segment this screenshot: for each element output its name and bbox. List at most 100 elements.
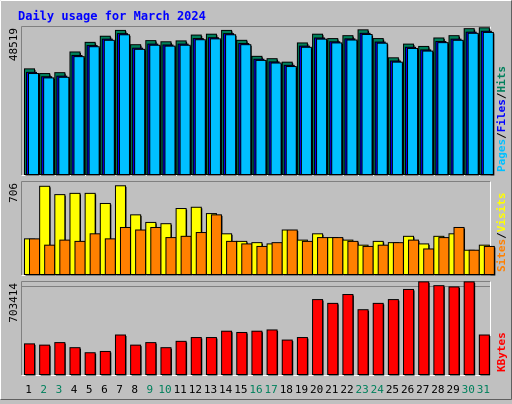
legend-sites: Sites bbox=[495, 239, 508, 272]
visits-sites-max-label: 706 bbox=[7, 183, 20, 203]
bar-kbytes-day-10 bbox=[160, 347, 172, 376]
bar-pages-day-12 bbox=[194, 39, 207, 176]
x-tick-label: 1 bbox=[25, 383, 32, 396]
bar-kbytes-day-12 bbox=[190, 337, 203, 376]
bar-sites-day-1 bbox=[29, 238, 41, 276]
legend-visits: Visits bbox=[495, 193, 508, 233]
bar-pages-day-20 bbox=[316, 38, 328, 176]
hits-files-pages-axis-legend: Pages/Files/Hits bbox=[495, 66, 508, 172]
kbytes-max-label: 703414 bbox=[7, 283, 20, 323]
bar-kbytes-day-6 bbox=[99, 350, 112, 376]
bar-pages-day-31 bbox=[482, 31, 495, 176]
bar-pages-day-19 bbox=[300, 46, 313, 176]
x-tick-label: 27 bbox=[416, 383, 429, 396]
x-tick-label: 5 bbox=[86, 383, 93, 396]
bar-sites-day-18 bbox=[286, 229, 299, 276]
bar-pages-day-8 bbox=[134, 48, 146, 176]
bar-kbytes-day-25 bbox=[387, 299, 400, 376]
bar-pages-day-24 bbox=[376, 42, 389, 176]
bar-kbytes-day-26 bbox=[403, 288, 415, 376]
bar-sites-day-11 bbox=[180, 235, 193, 276]
bar-pages-day-25 bbox=[391, 61, 404, 176]
bar-pages-day-21 bbox=[331, 42, 343, 176]
bar-kbytes-day-23 bbox=[357, 309, 370, 376]
bar-pages-day-2 bbox=[43, 77, 55, 176]
y-axis-max-labels: 48519 706 703414 bbox=[7, 28, 20, 323]
bar-kbytes-day-17 bbox=[266, 329, 279, 376]
bar-pages-day-13 bbox=[209, 38, 222, 176]
bar-sites-day-7 bbox=[119, 226, 132, 276]
bar-kbytes-day-28 bbox=[433, 285, 445, 376]
bar-kbytes-day-18 bbox=[281, 339, 294, 376]
bar-sites-day-5 bbox=[89, 233, 102, 276]
x-tick-label: 13 bbox=[204, 383, 217, 396]
bar-kbytes-day-22 bbox=[342, 294, 354, 376]
bar-sites-day-25 bbox=[392, 242, 405, 276]
bar-kbytes-day-2 bbox=[39, 344, 51, 376]
x-tick-label: 20 bbox=[310, 383, 323, 396]
x-tick-label: 26 bbox=[401, 383, 414, 396]
x-tick-label: 16 bbox=[249, 383, 262, 396]
legend-pages: Pages bbox=[495, 139, 508, 172]
x-tick-label: 29 bbox=[446, 383, 459, 396]
bar-pages-day-17 bbox=[270, 62, 283, 176]
x-tick-label: 14 bbox=[219, 383, 233, 396]
bar-pages-day-22 bbox=[346, 39, 358, 176]
kbytes-axis-legend: KBytes bbox=[495, 332, 508, 372]
right-axis-legend: Pages/Files/Hits Sites/Visits KBytes bbox=[495, 66, 508, 372]
bar-kbytes-day-15 bbox=[236, 331, 248, 376]
bar-kbytes-day-31 bbox=[478, 334, 491, 376]
bar-kbytes-day-1 bbox=[24, 343, 36, 376]
bar-sites-day-8 bbox=[135, 229, 147, 276]
bar-kbytes-day-29 bbox=[448, 286, 461, 376]
x-tick-label: 23 bbox=[356, 383, 369, 396]
bar-sites-day-9 bbox=[150, 226, 162, 276]
bar-kbytes-day-5 bbox=[84, 352, 97, 376]
chart-bars bbox=[24, 27, 496, 376]
bar-pages-day-26 bbox=[407, 47, 419, 176]
x-tick-label: 12 bbox=[189, 383, 202, 396]
bar-sites-day-27 bbox=[423, 248, 435, 276]
bar-sites-day-14 bbox=[226, 240, 238, 276]
x-axis-day-labels: 1 2 3 4 5 6 7 8 9 10 11 12 13 14 15 16 17 18 19 20 21 22 23 24 2… bbox=[25, 383, 490, 396]
bar-sites-day-31 bbox=[483, 245, 496, 276]
bar-kbytes-day-20 bbox=[312, 299, 324, 376]
bar-kbytes-day-13 bbox=[205, 337, 218, 376]
bar-sites-day-23 bbox=[362, 245, 375, 276]
x-tick-label: 18 bbox=[280, 383, 293, 396]
bar-sites-day-4 bbox=[74, 240, 86, 276]
x-tick-label: 17 bbox=[265, 383, 278, 396]
bar-sites-day-24 bbox=[377, 244, 390, 276]
bar-kbytes-day-30 bbox=[463, 281, 476, 376]
bar-pages-day-9 bbox=[149, 44, 161, 176]
bar-sites-day-12 bbox=[195, 232, 208, 276]
bar-pages-day-6 bbox=[103, 39, 116, 176]
bar-sites-day-6 bbox=[104, 238, 117, 276]
bar-pages-day-28 bbox=[437, 42, 449, 176]
bar-pages-day-11 bbox=[179, 44, 192, 176]
x-tick-label: 2 bbox=[40, 383, 47, 396]
x-tick-label: 15 bbox=[234, 383, 247, 396]
x-tick-label: 25 bbox=[386, 383, 399, 396]
bar-sites-day-21 bbox=[332, 237, 344, 276]
bar-kbytes-day-14 bbox=[221, 330, 233, 376]
bar-sites-day-28 bbox=[438, 237, 450, 276]
bar-pages-day-5 bbox=[88, 46, 101, 176]
bar-kbytes-day-11 bbox=[175, 340, 188, 376]
bar-kbytes-day-24 bbox=[372, 302, 385, 376]
bar-pages-day-1 bbox=[28, 73, 40, 176]
bar-sites-day-22 bbox=[347, 240, 359, 276]
x-tick-label: 8 bbox=[131, 383, 138, 396]
x-tick-label: 7 bbox=[116, 383, 123, 396]
x-tick-label: 6 bbox=[101, 383, 108, 396]
bar-kbytes-day-7 bbox=[114, 334, 127, 376]
bar-pages-day-30 bbox=[467, 32, 480, 176]
bar-sites-day-17 bbox=[271, 242, 284, 276]
bar-sites-day-2 bbox=[44, 244, 56, 276]
bar-pages-day-18 bbox=[285, 66, 298, 176]
bar-kbytes-day-27 bbox=[418, 281, 430, 376]
x-tick-label: 22 bbox=[340, 383, 353, 396]
bar-sites-day-16 bbox=[256, 245, 268, 276]
bar-kbytes-day-16 bbox=[251, 330, 263, 376]
